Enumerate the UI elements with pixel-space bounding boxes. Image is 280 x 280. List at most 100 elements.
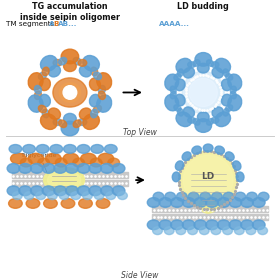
Text: AAAA...: AAAA... [160, 21, 190, 27]
Ellipse shape [188, 192, 199, 201]
Text: TM segments:: TM segments: [6, 21, 59, 27]
Ellipse shape [199, 198, 217, 213]
Ellipse shape [203, 144, 213, 152]
Ellipse shape [77, 144, 90, 153]
Ellipse shape [61, 199, 75, 208]
Ellipse shape [195, 119, 212, 132]
Ellipse shape [91, 109, 98, 118]
Ellipse shape [175, 161, 184, 170]
Ellipse shape [93, 105, 101, 113]
Ellipse shape [182, 220, 195, 230]
Text: AB...: AB... [58, 21, 78, 27]
Ellipse shape [83, 114, 99, 129]
Ellipse shape [48, 192, 57, 200]
Ellipse shape [172, 172, 180, 182]
Ellipse shape [77, 164, 90, 173]
Ellipse shape [98, 85, 106, 94]
Ellipse shape [19, 164, 31, 173]
Ellipse shape [236, 172, 244, 182]
Ellipse shape [221, 94, 231, 106]
Ellipse shape [42, 67, 49, 76]
Ellipse shape [118, 192, 127, 200]
Ellipse shape [61, 121, 79, 136]
Ellipse shape [183, 107, 195, 117]
Ellipse shape [194, 220, 207, 230]
Ellipse shape [89, 78, 100, 91]
Ellipse shape [178, 108, 183, 116]
Ellipse shape [247, 192, 257, 201]
Ellipse shape [79, 199, 92, 208]
Ellipse shape [73, 120, 81, 127]
Ellipse shape [176, 192, 187, 201]
Ellipse shape [64, 144, 76, 153]
Ellipse shape [61, 49, 79, 64]
Ellipse shape [34, 85, 41, 94]
Ellipse shape [165, 95, 179, 111]
Ellipse shape [104, 144, 117, 153]
Ellipse shape [28, 95, 43, 112]
Ellipse shape [178, 69, 183, 76]
Ellipse shape [182, 198, 195, 207]
Ellipse shape [94, 192, 104, 200]
Ellipse shape [188, 117, 195, 123]
Ellipse shape [211, 62, 219, 67]
Ellipse shape [188, 62, 195, 67]
Ellipse shape [97, 73, 112, 90]
Ellipse shape [183, 67, 195, 78]
Ellipse shape [212, 192, 222, 201]
Ellipse shape [225, 152, 234, 161]
Circle shape [189, 78, 217, 106]
Ellipse shape [112, 186, 125, 196]
Ellipse shape [54, 186, 67, 196]
Ellipse shape [170, 86, 176, 94]
Ellipse shape [211, 227, 221, 235]
Text: Side View: Side View [121, 270, 159, 280]
Ellipse shape [89, 186, 102, 196]
Ellipse shape [175, 94, 185, 106]
Ellipse shape [164, 227, 174, 235]
Ellipse shape [194, 198, 207, 207]
Ellipse shape [108, 158, 120, 167]
Bar [152, 214, 269, 220]
Ellipse shape [212, 67, 223, 78]
Ellipse shape [176, 112, 192, 127]
Ellipse shape [212, 107, 223, 117]
Ellipse shape [79, 66, 91, 77]
Ellipse shape [147, 220, 160, 230]
Ellipse shape [228, 74, 242, 90]
Ellipse shape [24, 192, 34, 200]
Ellipse shape [42, 186, 55, 196]
Ellipse shape [28, 153, 44, 164]
Ellipse shape [90, 158, 102, 167]
Ellipse shape [19, 186, 31, 196]
Text: TG accumulation
inside seipin oligomer: TG accumulation inside seipin oligomer [20, 2, 120, 22]
Ellipse shape [182, 152, 191, 161]
Ellipse shape [20, 158, 32, 167]
Ellipse shape [215, 112, 230, 127]
Ellipse shape [59, 192, 69, 200]
Ellipse shape [50, 144, 63, 153]
Ellipse shape [89, 94, 100, 107]
Ellipse shape [153, 192, 164, 201]
Ellipse shape [175, 79, 185, 91]
Ellipse shape [44, 167, 85, 193]
Ellipse shape [97, 95, 112, 112]
Ellipse shape [176, 227, 186, 235]
Ellipse shape [159, 220, 172, 230]
Ellipse shape [215, 58, 230, 73]
Ellipse shape [66, 186, 78, 196]
Ellipse shape [101, 164, 113, 173]
Ellipse shape [13, 192, 22, 200]
Ellipse shape [193, 118, 200, 125]
Text: Top View: Top View [123, 129, 157, 137]
Ellipse shape [7, 186, 20, 196]
Ellipse shape [241, 198, 253, 207]
Ellipse shape [192, 146, 201, 154]
Ellipse shape [165, 192, 176, 201]
Ellipse shape [229, 198, 242, 207]
Ellipse shape [44, 199, 57, 208]
Ellipse shape [83, 192, 92, 200]
Ellipse shape [241, 220, 253, 230]
Ellipse shape [96, 199, 110, 208]
Ellipse shape [217, 198, 230, 207]
